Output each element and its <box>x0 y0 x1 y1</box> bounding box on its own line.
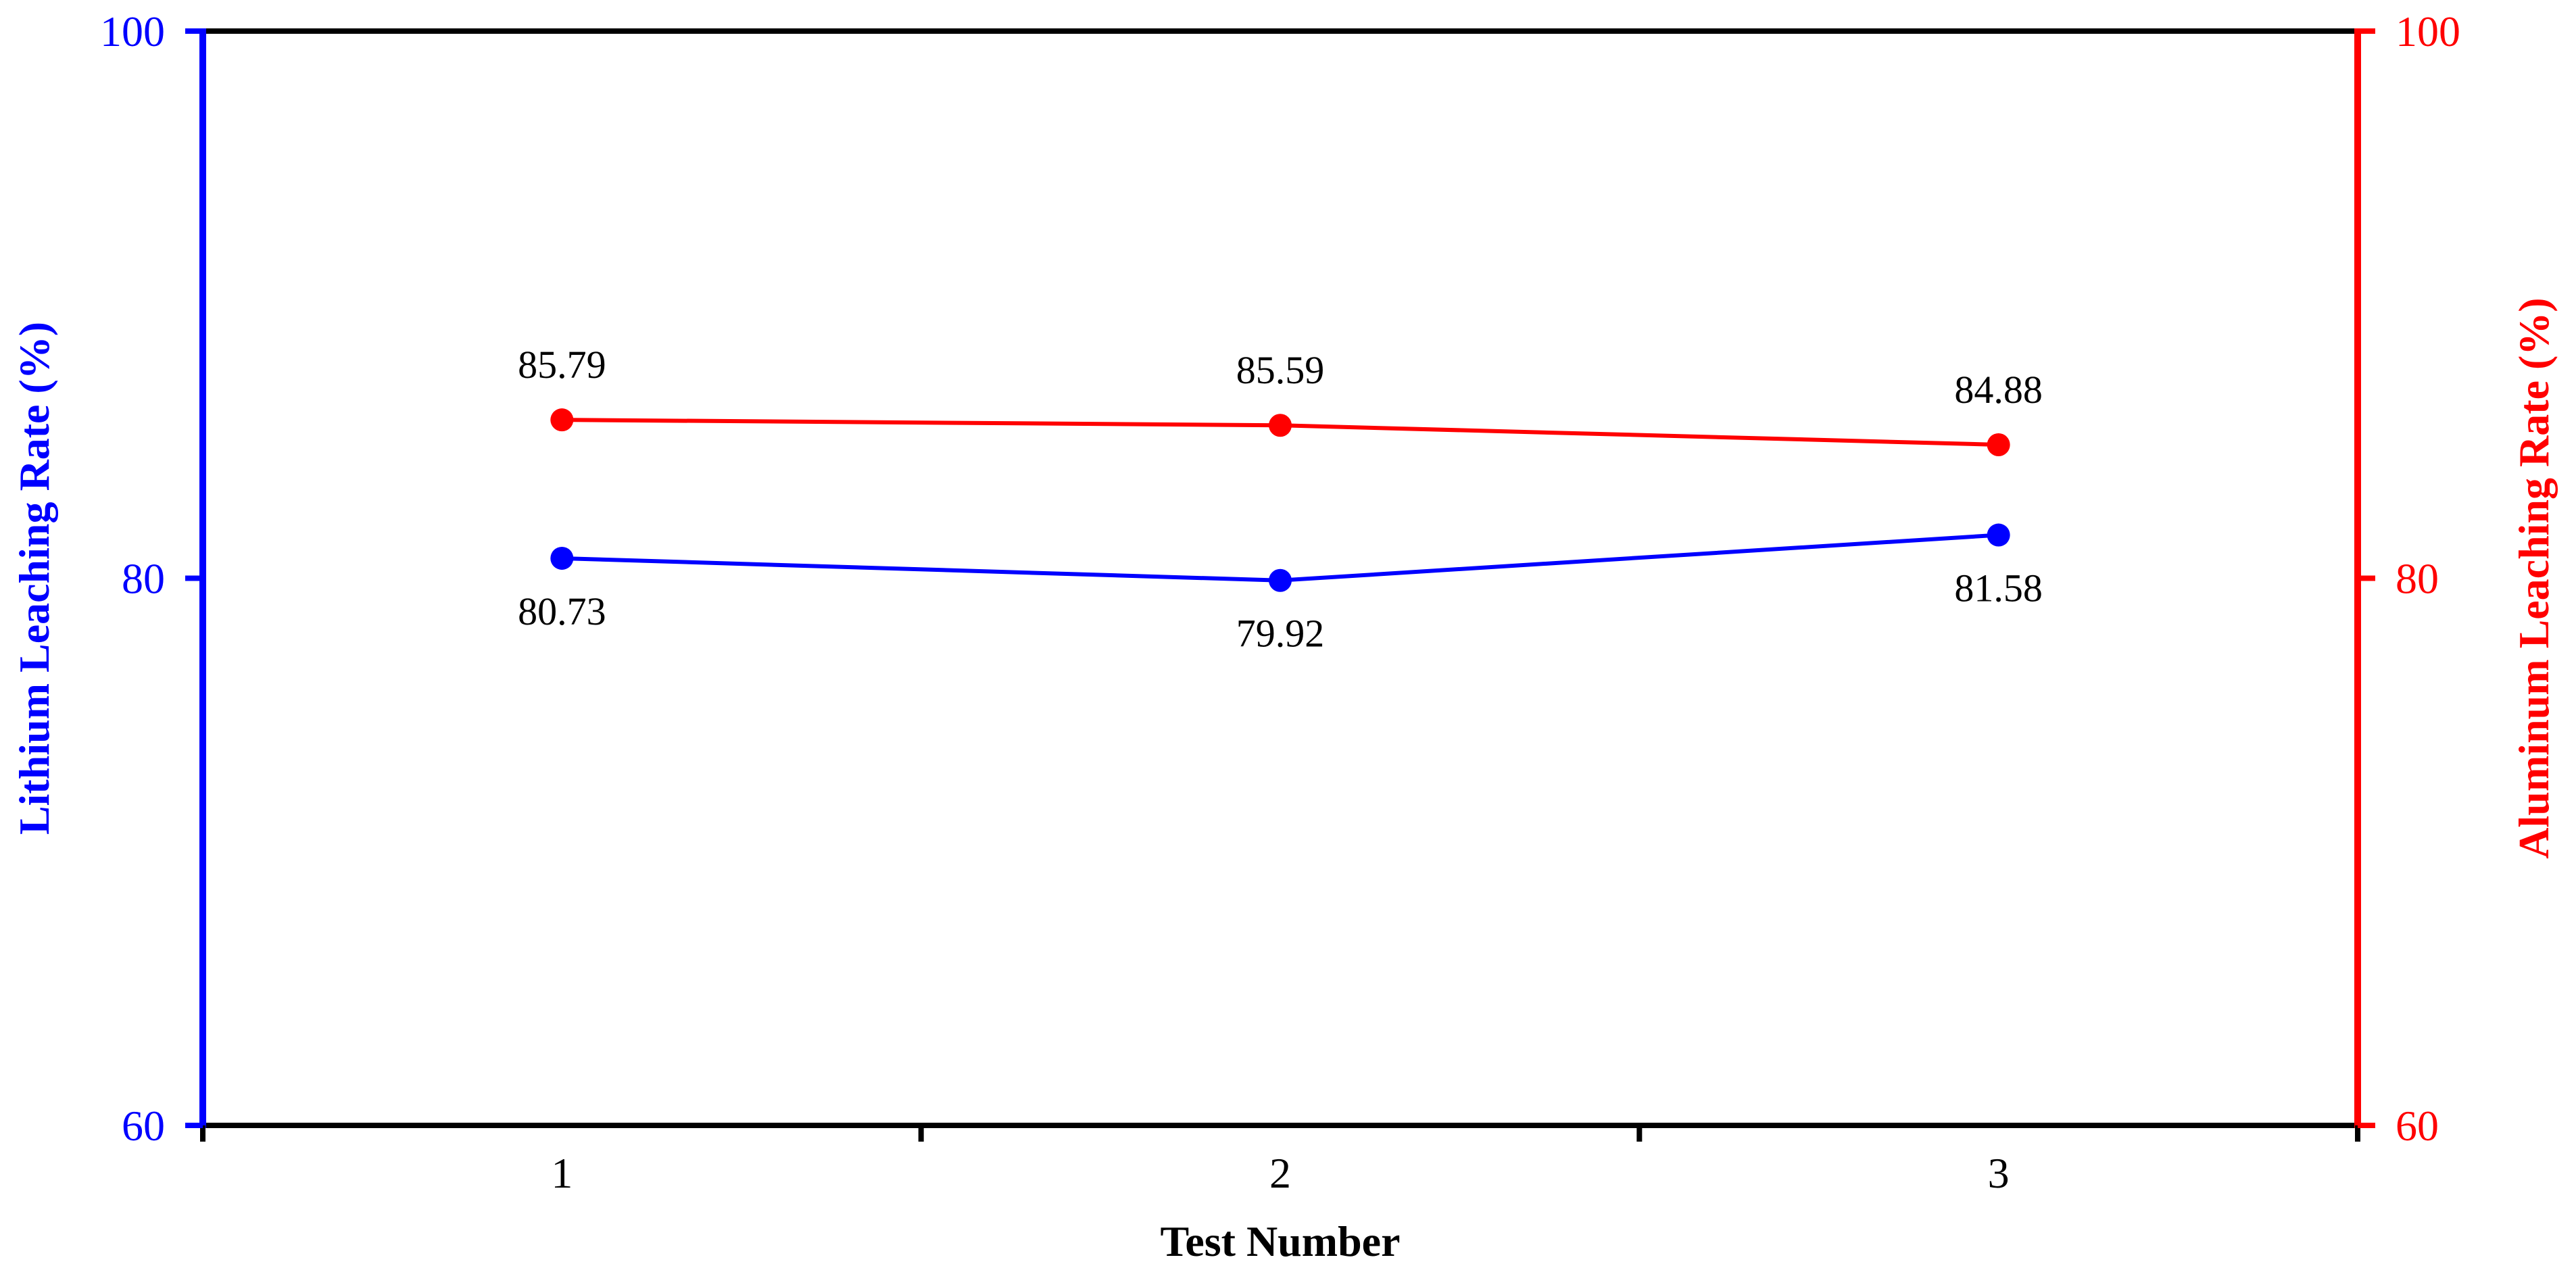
left-y-tick-label: 60 <box>122 1102 165 1150</box>
series-1-point <box>550 546 574 570</box>
x-tick-label: 2 <box>1269 1149 1291 1197</box>
series-layer: 80.73 79.92 81.58 85.79 85.59 84.88 <box>518 343 2043 656</box>
right-y-tick-label: 100 <box>2396 7 2460 55</box>
x-axis-title: Test Number <box>1161 1217 1401 1265</box>
series-1-data-label: 81.58 <box>1954 566 2043 610</box>
series-2-data-label: 85.59 <box>1236 348 1325 392</box>
series-2-data-label: 84.88 <box>1954 368 2043 412</box>
left-y-tick-label: 100 <box>100 7 165 55</box>
x-tick-label: 3 <box>1988 1149 2010 1197</box>
series-1-point <box>1987 523 2010 547</box>
series-2-point <box>550 408 574 432</box>
series-1-data-label: 80.73 <box>518 589 606 633</box>
left-y-tick-label: 80 <box>122 555 165 603</box>
series-1-data-label: 79.92 <box>1236 612 1325 656</box>
series-2-point <box>1269 414 1292 437</box>
axis-ticks: 1 2 3 60 80 100 60 80 100 <box>100 7 2460 1197</box>
series-2-data-label: 85.79 <box>518 343 606 387</box>
right-y-tick-label: 60 <box>2396 1102 2439 1150</box>
series-1-point <box>1269 568 1292 592</box>
right-y-axis-title: Aluminum Leaching Rate (%) <box>2510 297 2558 858</box>
series-2-point <box>1987 433 2010 456</box>
x-tick-label: 1 <box>551 1149 573 1197</box>
left-y-axis-title: Lithium Leaching Rate (%) <box>10 322 58 835</box>
right-y-tick-label: 80 <box>2396 555 2439 603</box>
